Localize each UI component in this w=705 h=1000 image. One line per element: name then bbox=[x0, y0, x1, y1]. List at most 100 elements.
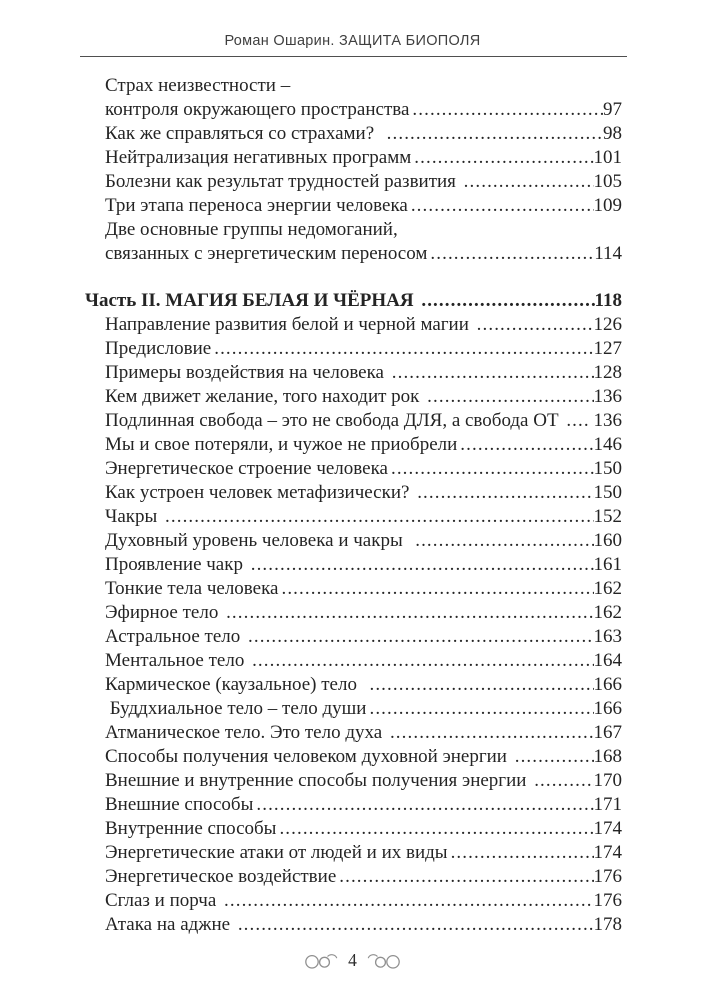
toc-entry: Примеры воздействия на человека 128 bbox=[105, 361, 622, 385]
running-header-title: Роман Ошарин. ЗАЩИТА БИОПОЛЯ bbox=[224, 33, 481, 49]
toc-dot-leader bbox=[531, 769, 593, 793]
toc-entry: Астральное тело 163 bbox=[105, 625, 622, 649]
toc-dot-leader bbox=[424, 385, 593, 409]
toc-page-number: 178 bbox=[593, 914, 623, 935]
toc-entry: Подлинная свобода – это не свобода ДЛЯ, … bbox=[105, 409, 622, 433]
toc-entry: Буддхиальное тело – тело души 166 bbox=[105, 697, 622, 721]
toc-entry-title: Три этапа переноса энергии человека bbox=[105, 195, 408, 216]
toc-page-number: 109 bbox=[593, 195, 623, 216]
toc-page-number: 166 bbox=[593, 698, 623, 719]
toc-entry-title: Буддхиальное тело – тело души bbox=[105, 698, 367, 719]
toc-dot-leader bbox=[409, 98, 603, 122]
toc-entry-title: Предисловие bbox=[105, 338, 212, 359]
toc-dot-leader bbox=[162, 505, 593, 529]
toc-entry-title: Ментальное тело bbox=[105, 650, 250, 671]
toc-entry: Способы получения человеком духовной эне… bbox=[105, 745, 622, 769]
toc-entry: Страх неизвестности – bbox=[105, 74, 622, 98]
toc-entry-title: контроля окружающего пространства bbox=[105, 99, 410, 120]
toc-entry-title: Энергетическое строение человека bbox=[105, 458, 388, 479]
toc-entry-title: Эфирное тело bbox=[105, 602, 224, 623]
toc-entry-title: Часть II. МАГИЯ БЕЛАЯ И ЧЁРНАЯ bbox=[85, 290, 419, 311]
toc-page-number: 160 bbox=[593, 530, 623, 551]
toc-entry-title: Примеры воздействия на человека bbox=[105, 362, 389, 383]
toc-dot-leader bbox=[235, 913, 594, 937]
toc-page-number: 162 bbox=[593, 578, 623, 599]
toc-dot-leader bbox=[461, 170, 594, 194]
toc-entry: Внешние способы 171 bbox=[105, 793, 622, 817]
toc-dot-leader bbox=[245, 625, 593, 649]
toc-entry-title: Как же справляться со страхами? bbox=[105, 123, 384, 144]
toc-dot-leader bbox=[387, 721, 594, 745]
toc-entry: Внутренние способы 174 bbox=[105, 817, 622, 841]
toc-page-number: 126 bbox=[593, 314, 623, 335]
toc-page-number: 150 bbox=[593, 458, 623, 479]
toc-dot-leader bbox=[418, 289, 594, 313]
toc-page-number: 174 bbox=[593, 842, 623, 863]
toc-page-number: 136 bbox=[588, 410, 623, 431]
toc-page-number: 171 bbox=[593, 794, 623, 815]
toc-entry: Как же справляться со страхами? 98 bbox=[105, 122, 622, 146]
toc-entry: Сглаз и порча 176 bbox=[105, 889, 622, 913]
toc-page-number: 170 bbox=[593, 770, 623, 791]
toc-entry-title: Подлинная свобода – это не свобода ДЛЯ, … bbox=[105, 410, 564, 431]
toc-dot-leader bbox=[414, 481, 593, 505]
toc-entry: Духовный уровень человека и чакры 160 bbox=[105, 529, 622, 553]
toc-page-number: 98 bbox=[603, 123, 622, 144]
toc-page-number: 114 bbox=[594, 243, 622, 264]
header-rule bbox=[80, 56, 627, 57]
toc-dot-leader bbox=[474, 313, 594, 337]
toc-entry-title: Нейтрализация негативных программ bbox=[105, 147, 412, 168]
toc-dot-leader bbox=[336, 865, 593, 889]
toc-dot-leader bbox=[248, 553, 594, 577]
toc-entry: Часть II. МАГИЯ БЕЛАЯ И ЧЁРНАЯ 118 bbox=[85, 289, 622, 313]
toc-entry: Нейтрализация негативных программ 101 bbox=[105, 146, 622, 170]
toc-page-number: 166 bbox=[593, 674, 623, 695]
toc-entry-title: Как устроен человек метафизически? bbox=[105, 482, 415, 503]
toc-dot-leader bbox=[211, 337, 593, 361]
toc-entry-title: Две основные группы недомоганий, bbox=[105, 219, 398, 240]
toc-dot-leader bbox=[389, 361, 594, 385]
toc-entry: Внешние и внутренние способы получения э… bbox=[105, 769, 622, 793]
toc-entry-title: связанных с энергетическим переносом bbox=[105, 243, 428, 264]
toc-entry: Болезни как результат трудностей развити… bbox=[105, 170, 622, 194]
running-header: Роман Ошарин. ЗАЩИТА БИОПОЛЯ bbox=[0, 33, 705, 49]
toc-dot-leader bbox=[278, 577, 593, 601]
toc-page-number: 118 bbox=[594, 290, 622, 311]
toc-entry-title: Сглаз и порча bbox=[105, 890, 222, 911]
toc-entry-title: Духовный уровень человека и чакры bbox=[105, 530, 413, 551]
toc-page-number: 161 bbox=[593, 554, 623, 575]
page-footer: 4 bbox=[0, 950, 705, 971]
toc-entry: Ментальное тело 164 bbox=[105, 649, 622, 673]
toc-page-number: 97 bbox=[603, 99, 622, 120]
toc-dot-leader bbox=[276, 817, 593, 841]
toc-entry: Чакры 152 bbox=[105, 505, 622, 529]
toc-page-number: 163 bbox=[593, 626, 623, 647]
toc-dot-leader bbox=[384, 122, 603, 146]
toc-entry-title: Кем движет желание, того находит рок bbox=[105, 386, 425, 407]
toc-dot-leader bbox=[408, 194, 594, 218]
swirl-flourish-mirrored-icon bbox=[367, 952, 403, 969]
toc-entry: Проявление чакр 161 bbox=[105, 553, 622, 577]
toc-dot-leader bbox=[388, 457, 594, 481]
toc-entry-title: Кармическое (каузальное) тело bbox=[105, 674, 367, 695]
toc-entry-title: Проявление чакр bbox=[105, 554, 248, 575]
toc-entry-title: Болезни как результат трудностей развити… bbox=[105, 171, 461, 192]
toc-dot-leader bbox=[221, 889, 593, 913]
toc-entry: связанных с энергетическим переносом 114 bbox=[105, 242, 622, 266]
toc-page-number: 168 bbox=[593, 746, 623, 767]
toc-dot-leader bbox=[427, 242, 594, 266]
toc-entry-title: Атака на аджне bbox=[105, 914, 235, 935]
toc-dot-leader bbox=[448, 841, 594, 865]
swirl-flourish-icon bbox=[302, 952, 338, 969]
toc-entry: Предисловие 127 bbox=[105, 337, 622, 361]
toc-page-number: 105 bbox=[593, 171, 623, 192]
toc-entry: Атманическое тело. Это тело духа 167 bbox=[105, 721, 622, 745]
toc-entry-title: Способы получения человеком духовной эне… bbox=[105, 746, 512, 767]
toc-page-number: 174 bbox=[593, 818, 623, 839]
toc-page-number: 127 bbox=[593, 338, 623, 359]
toc-page-number: 146 bbox=[593, 434, 623, 455]
toc-entry-title: Астральное тело bbox=[105, 626, 246, 647]
toc-page-number: 150 bbox=[593, 482, 623, 503]
toc-dot-leader bbox=[412, 529, 593, 553]
